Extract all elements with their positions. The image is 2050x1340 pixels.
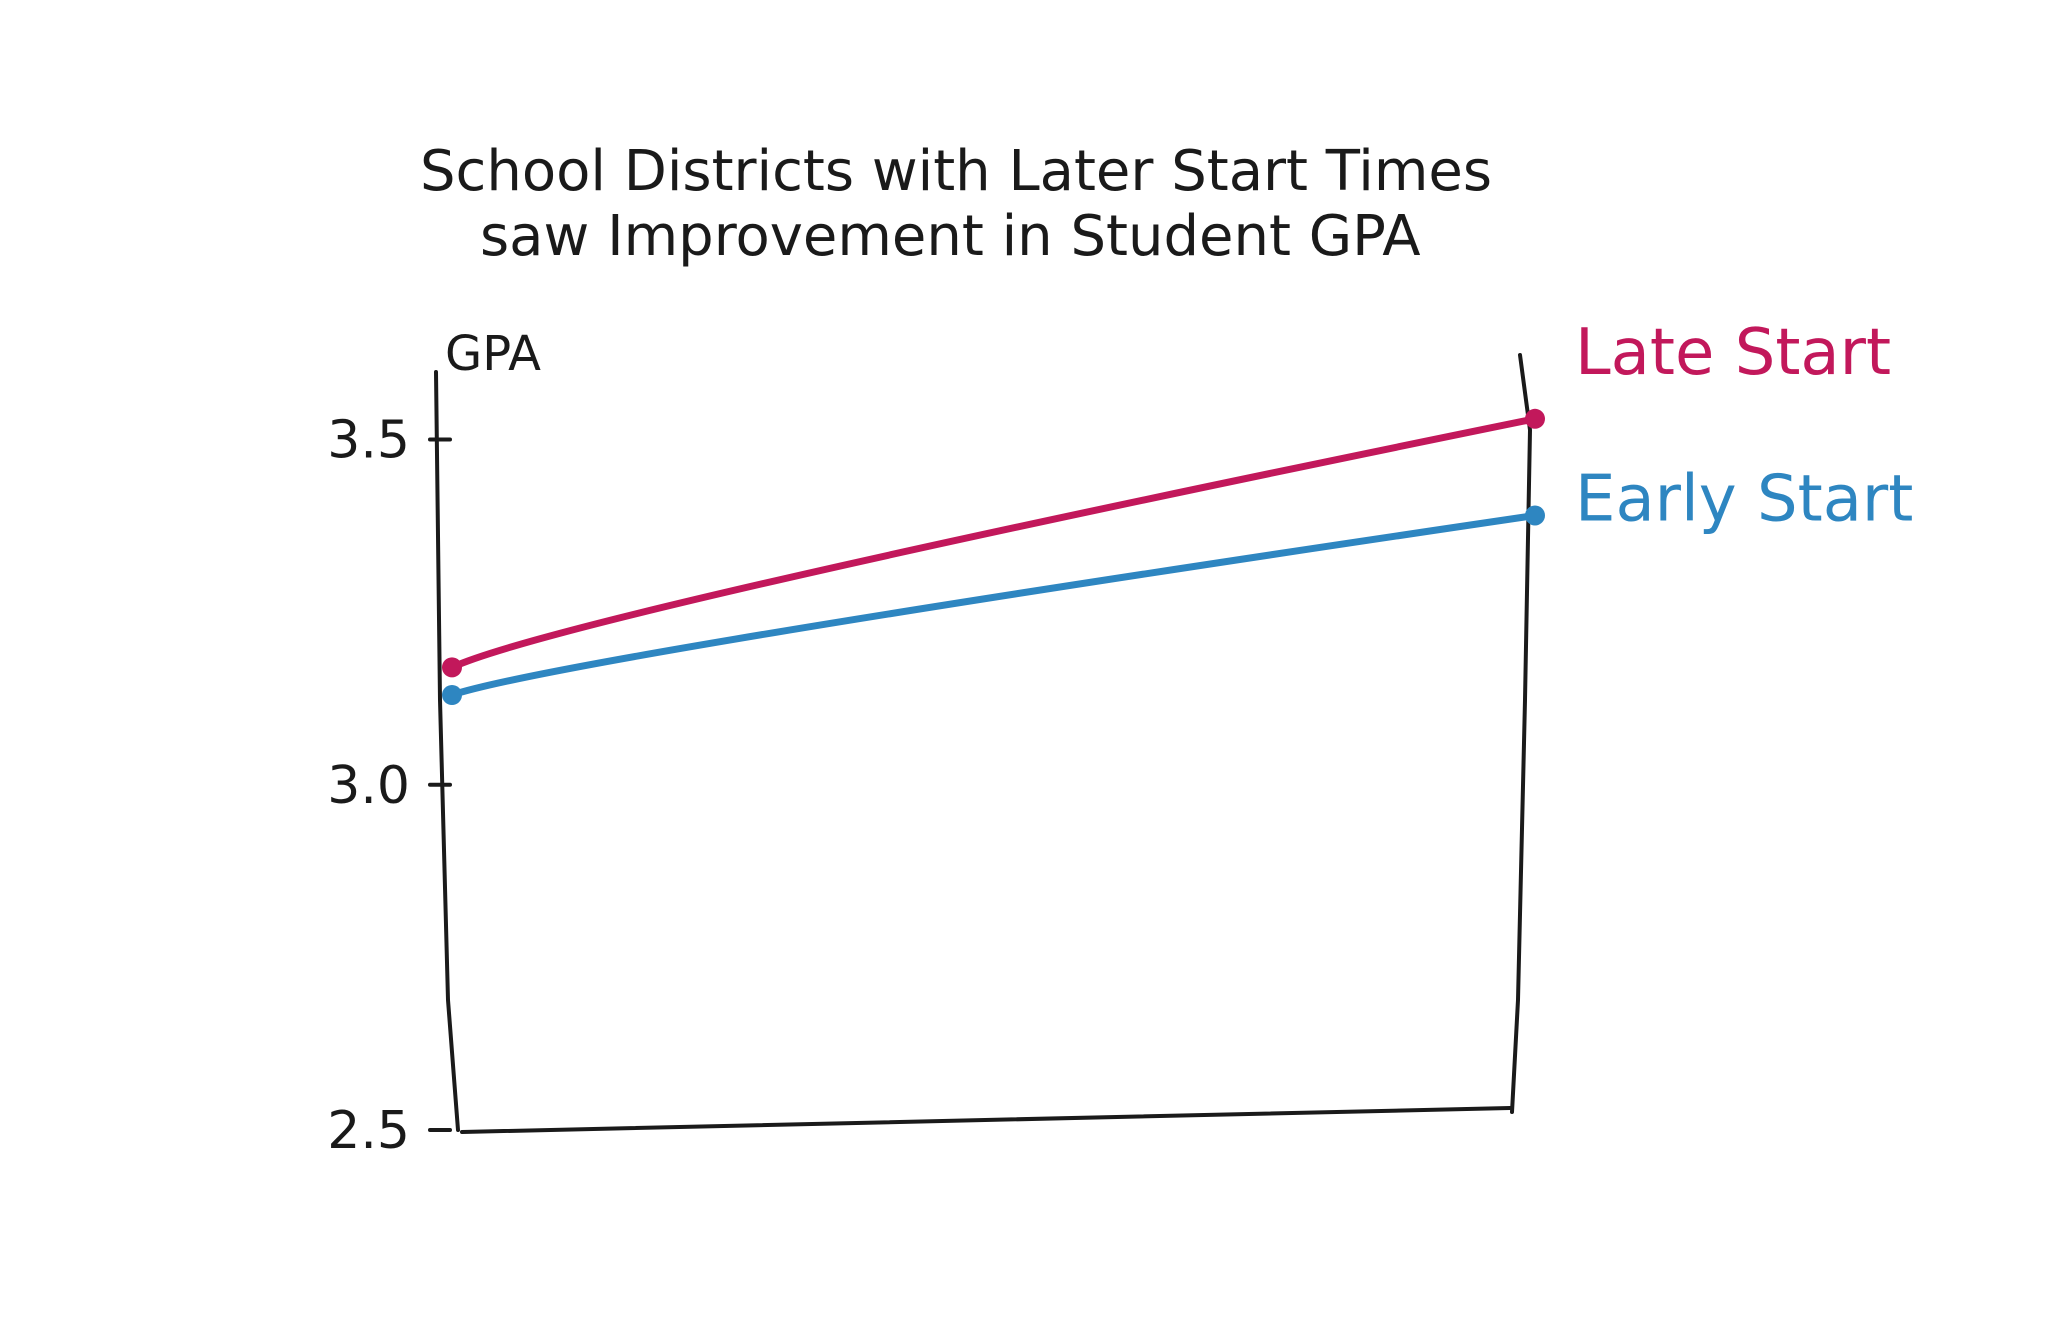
y-tick-label: 2.5 [327,1101,410,1161]
series-layer [442,408,1545,705]
chart-title-line-2: saw Improvement in Student GPA [480,204,1421,269]
data-point [1525,408,1545,429]
y-axis-line [434,370,460,1132]
x-axis-line [460,1106,1512,1134]
chart-title-line-1: School Districts with Later Start Times [420,139,1492,204]
right-boundary-line [1510,353,1532,1114]
y-axis-label: GPA [445,326,541,382]
series-line-early-start [448,511,1539,699]
data-point [1525,505,1545,526]
legend-label-early-start: Early Start [1575,462,1913,536]
y-ticks: 3.5 3.0 2.5 [327,411,452,1161]
data-point [442,685,462,705]
legend-label-late-start: Late Start [1575,316,1891,390]
y-tick-label: 3.0 [327,756,410,816]
data-point [442,657,462,678]
legend: Late Start Early Start [1575,316,1913,537]
series-line-late-start [448,415,1539,671]
y-tick-label: 3.5 [327,411,410,471]
